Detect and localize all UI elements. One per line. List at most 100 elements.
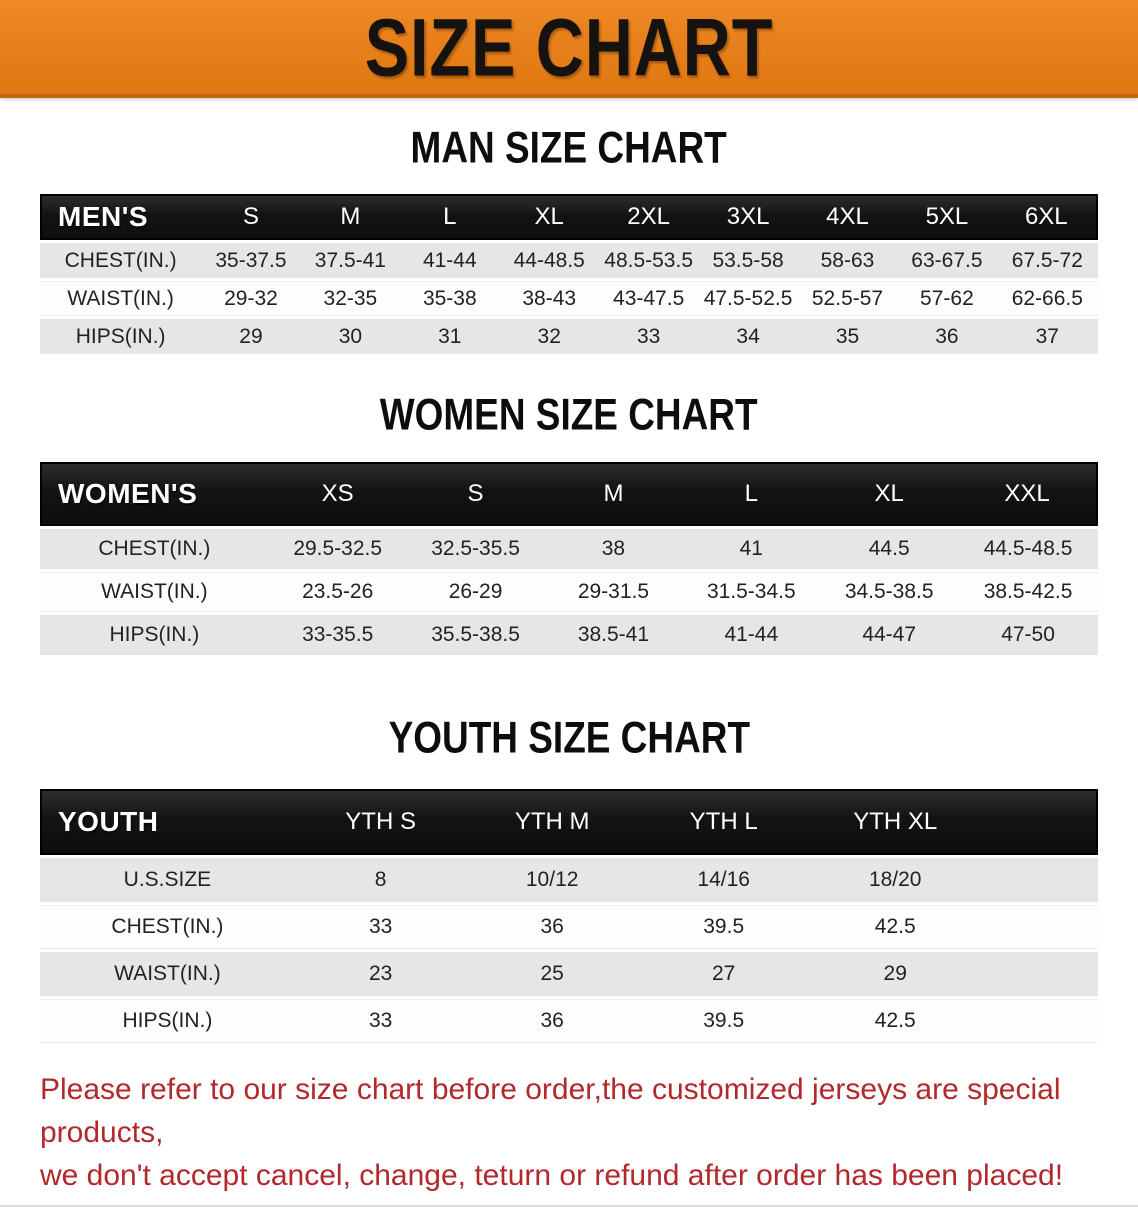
size-column-header: 6XL [996,194,1098,240]
row-label: WAIST(IN.) [40,572,269,612]
measurement-cell: 44-47 [820,615,959,655]
women-size-table: WOMEN'S XS S M L XL XXL CHEST(IN.) 29.5-32.5 32.5… [40,459,1098,658]
size-column-header: M [544,462,683,526]
measurement-row: HIPS(IN.) 29 30 31 32 33 34 35 36 37 [40,319,1098,354]
measurement-row: WAIST(IN.) 29-32 32-35 35-38 38-43 43-47.5 47.… [40,281,1098,316]
measurement-cell: 29 [201,319,301,354]
measurement-row: CHEST(IN.) 35-37.5 37.5-41 41-44 44-48.5 48.5… [40,243,1098,278]
row-label: CHEST(IN.) [40,529,269,569]
measurement-cell: 32.5-35.5 [406,529,545,569]
measurement-cell: 25 [466,952,638,996]
men-section-heading: MAN SIZE CHART [410,122,728,173]
measurement-cell: 29.5-32.5 [268,529,407,569]
table-title: WOMEN'S [40,462,269,526]
size-column-header: 3XL [698,194,798,240]
size-column-header: YTH M [466,789,638,855]
measurement-cell: 36 [466,905,638,949]
row-spacer [980,905,1098,949]
size-chart-banner: SIZE CHART [0,0,1138,98]
table-title: YOUTH [40,789,295,855]
measurement-cell: 38-43 [499,281,599,316]
row-spacer [980,952,1098,996]
row-label: HIPS(IN.) [40,999,295,1043]
measurement-cell: 33 [294,905,467,949]
table-header-row: MEN'S S M L XL 2XL 3XL 4XL 5XL 6XL [40,194,1098,240]
size-column-header: YTH XL [809,789,981,855]
size-column-header: XXL [958,462,1098,526]
measurement-cell: 29 [809,952,981,996]
measurement-cell: 58-63 [797,243,898,278]
measurement-row: HIPS(IN.) 33 36 39.5 42.5 [40,999,1098,1043]
row-label: WAIST(IN.) [40,281,202,316]
measurement-cell: 34.5-38.5 [820,572,959,612]
measurement-row: U.S.SIZE 8 10/12 14/16 18/20 [40,858,1098,902]
row-spacer [980,858,1098,902]
table-header-row: YOUTH YTH S YTH M YTH L YTH XL [40,789,1098,855]
measurement-cell: 32-35 [300,281,401,316]
table-title: MEN'S [40,194,202,240]
measurement-cell: 48.5-53.5 [598,243,699,278]
size-column-header: S [406,462,545,526]
row-label: HIPS(IN.) [40,319,202,354]
measurement-row: WAIST(IN.) 23 25 27 29 [40,952,1098,996]
measurement-cell: 29-31.5 [544,572,683,612]
measurement-row: CHEST(IN.) 29.5-32.5 32.5-35.5 38 41 44.5 44.5… [40,529,1098,569]
measurement-cell: 26-29 [406,572,545,612]
size-column-header: M [300,194,401,240]
youth-size-table: YOUTH YTH S YTH M YTH L YTH XL U.S.SIZE 8 10/12… [40,786,1098,1046]
measurement-cell: 37 [996,319,1098,354]
measurement-cell: 41 [682,529,821,569]
size-column-header: YTH S [294,789,467,855]
measurement-cell: 14/16 [637,858,810,902]
measurement-cell: 23.5-26 [268,572,407,612]
table-header-row: WOMEN'S XS S M L XL XXL [40,462,1098,526]
measurement-cell: 35.5-38.5 [406,615,545,655]
women-section-heading: WOMEN SIZE CHART [380,389,758,440]
row-label: HIPS(IN.) [40,615,269,655]
measurement-cell: 35-37.5 [201,243,301,278]
size-column-header: YTH L [637,789,810,855]
measurement-cell: 8 [294,858,467,902]
measurement-cell: 42.5 [809,999,981,1043]
measurement-cell: 67.5-72 [996,243,1098,278]
measurement-cell: 23 [294,952,467,996]
disclaimer-line-1: Please refer to our size chart before or… [40,1073,1061,1149]
row-label: CHEST(IN.) [40,905,295,949]
measurement-cell: 18/20 [809,858,981,902]
disclaimer-line-2: we don't accept cancel, change, teturn o… [40,1159,1064,1192]
measurement-cell: 47-50 [958,615,1098,655]
header-spacer [980,789,1098,855]
measurement-cell: 38.5-41 [544,615,683,655]
men-size-table: MEN'S S M L XL 2XL 3XL 4XL 5XL 6XL CHEST(IN.) 35-37… [40,191,1098,357]
measurement-cell: 44-48.5 [499,243,599,278]
measurement-cell: 32 [499,319,599,354]
measurement-cell: 47.5-52.5 [698,281,798,316]
disclaimer-text: Please refer to our size chart before or… [40,1068,1102,1197]
measurement-cell: 39.5 [637,905,810,949]
measurement-cell: 44.5-48.5 [958,529,1098,569]
row-spacer [980,999,1098,1043]
measurement-cell: 33 [598,319,699,354]
men-heading-wrap: MAN SIZE CHART [0,122,1138,173]
measurement-cell: 38.5-42.5 [958,572,1098,612]
measurement-cell: 36 [466,999,638,1043]
measurement-cell: 53.5-58 [698,243,798,278]
women-heading-wrap: WOMEN SIZE CHART [0,389,1138,440]
measurement-cell: 10/12 [466,858,638,902]
measurement-cell: 33 [294,999,467,1043]
measurement-cell: 34 [698,319,798,354]
row-label: WAIST(IN.) [40,952,295,996]
measurement-cell: 42.5 [809,905,981,949]
measurement-cell: 31.5-34.5 [682,572,821,612]
banner-title: SIZE CHART [364,1,774,93]
size-column-header: XS [268,462,407,526]
size-column-header: XL [820,462,959,526]
measurement-cell: 36 [897,319,997,354]
measurement-cell: 30 [300,319,401,354]
measurement-cell: 35 [797,319,898,354]
measurement-cell: 29-32 [201,281,301,316]
measurement-cell: 41-44 [400,243,500,278]
measurement-cell: 62-66.5 [996,281,1098,316]
measurement-cell: 44.5 [820,529,959,569]
row-label: U.S.SIZE [40,858,295,902]
